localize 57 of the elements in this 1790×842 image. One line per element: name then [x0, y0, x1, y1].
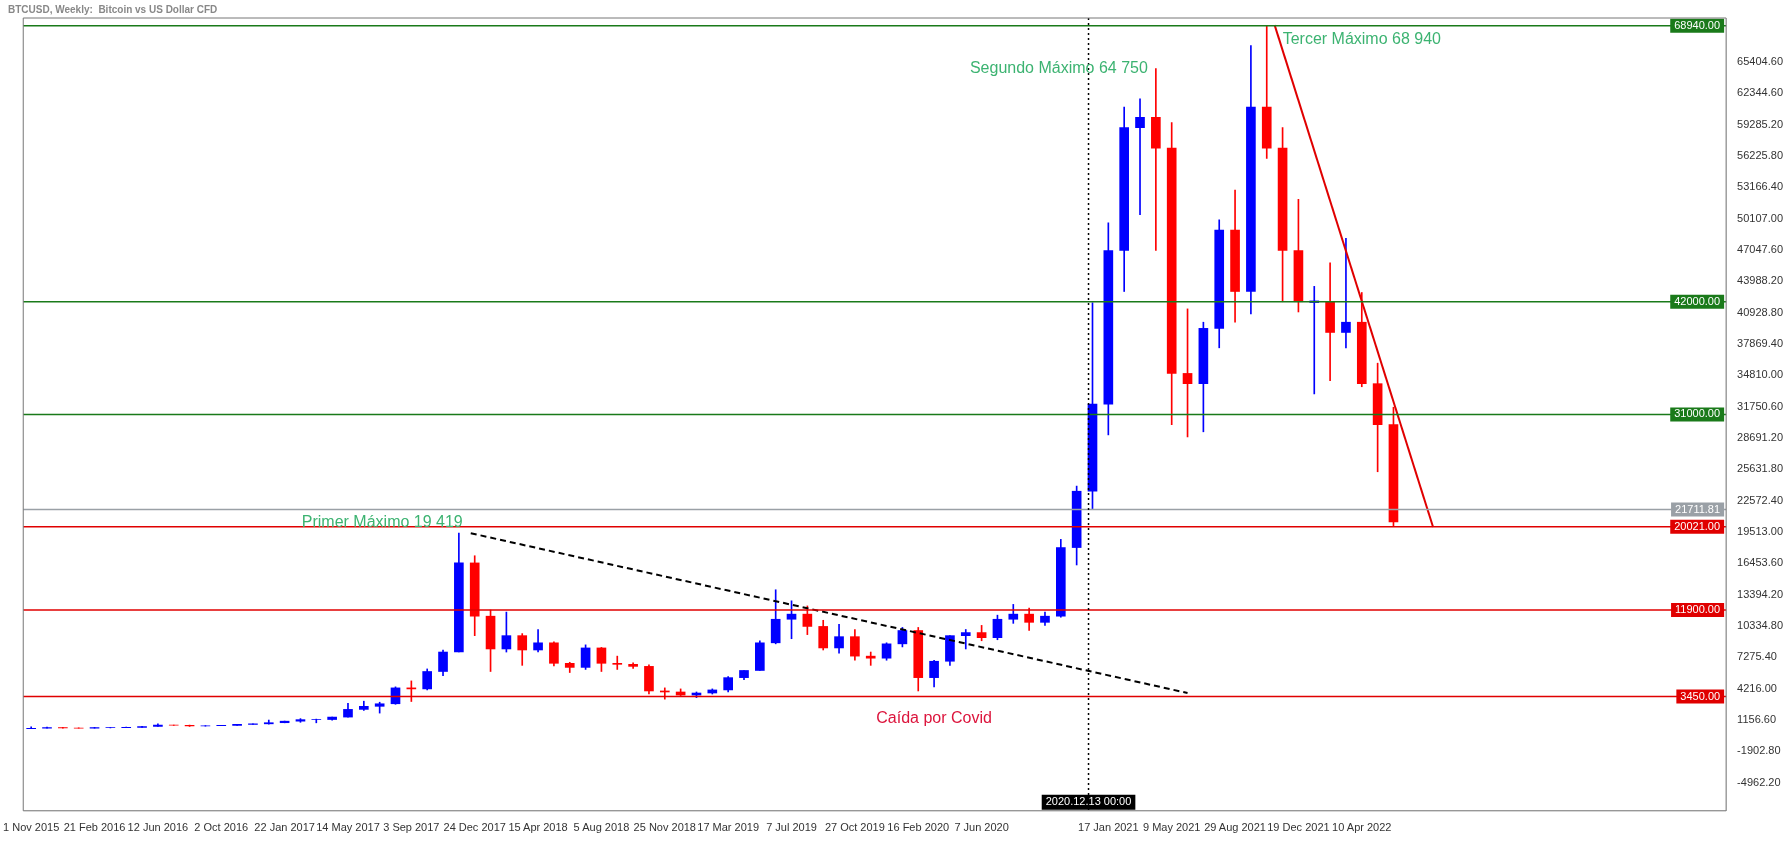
y-tick-label: 13394.20 — [1737, 587, 1784, 600]
x-tick-label: 24 Dec 2017 — [443, 821, 506, 834]
y-tick-label: 10334.80 — [1737, 619, 1784, 632]
y-tick-label: 40928.80 — [1737, 305, 1784, 318]
x-tick-label: 10 Apr 2022 — [1332, 821, 1392, 834]
x-tick-label: 19 Dec 2021 — [1267, 821, 1330, 834]
x-tick-label: 2 Oct 2016 — [194, 821, 249, 834]
y-tick-label: 47047.60 — [1737, 243, 1784, 256]
x-tick-label: 1 Nov 2015 — [3, 821, 60, 834]
x-tick-label: 17 Mar 2019 — [697, 821, 760, 834]
y-tick-label: 37869.40 — [1737, 337, 1784, 350]
x-tick-label: 21 Feb 2016 — [63, 821, 126, 834]
y-tick-label: 19513.00 — [1737, 525, 1784, 538]
y-tick-label: 34810.00 — [1737, 368, 1784, 381]
y-tick-label: -4962.20 — [1737, 775, 1781, 788]
y-tick-label: 56225.80 — [1737, 149, 1784, 162]
ref-line-label: 31000.00 — [1674, 407, 1721, 420]
x-tick-label: 9 May 2021 — [1142, 821, 1201, 834]
y-tick-label: 4216.00 — [1737, 681, 1777, 694]
y-tick-label: 50107.00 — [1737, 211, 1784, 224]
y-tick-label: -1902.80 — [1737, 744, 1781, 757]
x-tick-label: 16 Feb 2020 — [887, 821, 950, 834]
ref-line-label: 2020.12.13 00:00 — [1045, 795, 1132, 808]
annotation: Tercer Máximo 68 940 — [1282, 30, 1442, 48]
y-tick-label: 59285.20 — [1737, 117, 1784, 130]
ref-line-label: 20021.00 — [1674, 519, 1721, 532]
y-tick-label: 31750.60 — [1737, 399, 1784, 412]
y-tick-label: 16453.60 — [1737, 556, 1784, 569]
y-tick-label: 25631.80 — [1737, 462, 1784, 475]
y-tick-label: 53166.40 — [1737, 180, 1784, 193]
chart-title: BTCUSD, Weekly: Bitcoin vs US Dollar CFD — [8, 3, 218, 15]
x-tick-label: 5 Aug 2018 — [573, 821, 630, 834]
x-tick-label: 7 Jun 2020 — [954, 821, 1009, 834]
y-tick-label: 62344.60 — [1737, 86, 1784, 99]
x-tick-label: 14 May 2017 — [316, 821, 380, 834]
x-tick-label: 7 Jul 2019 — [766, 821, 817, 834]
x-tick-label: 3 Sep 2017 — [383, 821, 440, 834]
annotation: Caída por Covid — [876, 709, 992, 726]
y-tick-label: 7275.40 — [1737, 650, 1777, 663]
ref-line-label: 11900.00 — [1675, 603, 1721, 616]
x-tick-label: 29 Aug 2021 — [1204, 821, 1266, 834]
x-tick-label: 27 Oct 2019 — [824, 821, 885, 834]
x-tick-label: 25 Nov 2018 — [633, 821, 696, 834]
y-tick-label: 22572.40 — [1737, 493, 1784, 506]
annotation: Segundo Máximo 64 750 — [969, 59, 1148, 77]
x-tick-label: 17 Jan 2021 — [1078, 821, 1139, 834]
x-tick-label: 12 Jun 2016 — [127, 821, 189, 834]
ref-line-label: 3450.00 — [1680, 689, 1721, 702]
ref-line-label: 42000.00 — [1674, 294, 1721, 307]
y-tick-label: 43988.20 — [1737, 274, 1784, 287]
ref-line-label: 68940.00 — [1674, 18, 1721, 31]
x-tick-label: 22 Jan 2017 — [254, 821, 315, 834]
y-tick-label: 65404.60 — [1737, 55, 1784, 68]
y-tick-label: 1156.60 — [1737, 713, 1777, 726]
y-tick-label: 28691.20 — [1737, 431, 1784, 444]
x-tick-label: 15 Apr 2018 — [508, 821, 568, 834]
ref-line-label: 21711.81 — [1675, 502, 1721, 515]
